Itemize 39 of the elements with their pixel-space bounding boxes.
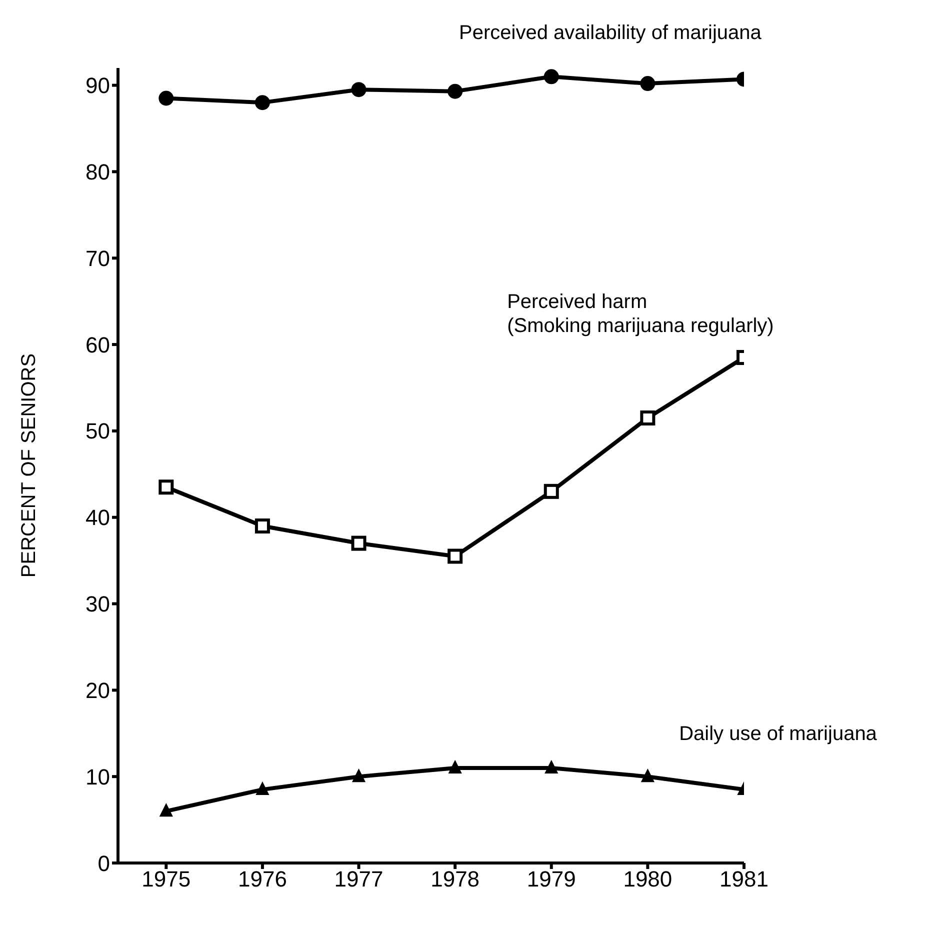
- point: [160, 804, 173, 817]
- point: [448, 548, 463, 564]
- y-tick-label: 70: [86, 246, 110, 271]
- point: [351, 536, 366, 551]
- y-tick-label: 10: [86, 764, 110, 790]
- x-tick-label: 1978: [430, 866, 480, 892]
- point: [254, 95, 270, 110]
- point: [254, 518, 270, 534]
- y-tick-label: 50: [86, 418, 110, 444]
- y-axis-title: PERCENT OF SENIORS: [18, 353, 40, 578]
- point: [544, 69, 559, 84]
- y-tick-label: 20: [86, 678, 110, 703]
- x-tick-label: 1979: [526, 866, 576, 892]
- point: [448, 760, 462, 774]
- y-tick-label: 0: [98, 850, 110, 876]
- point: [544, 760, 558, 774]
- point: [448, 84, 463, 99]
- point: [352, 769, 366, 782]
- y-tick-label: 60: [86, 332, 110, 358]
- x-tick-label: 1977: [334, 866, 384, 892]
- x-tick-label: 1981: [720, 866, 768, 892]
- point: [640, 76, 656, 92]
- point: [544, 484, 559, 499]
- series-label: Perceived availability of marijuana: [459, 22, 762, 44]
- y-tick-label: 90: [86, 73, 110, 98]
- point: [640, 410, 656, 426]
- series-label: Daily use of marijuana: [679, 722, 878, 745]
- point: [641, 769, 654, 782]
- point: [351, 82, 366, 98]
- y-tick-label: 30: [86, 592, 110, 617]
- y-tick-label: 80: [86, 160, 110, 185]
- x-tick-label: 1980: [623, 866, 672, 892]
- point: [158, 480, 174, 495]
- x-tick-label: 1976: [238, 866, 287, 892]
- series-label: Perceived harm (Smoking marijuana regularly): [507, 291, 774, 338]
- x-tick-label: 1975: [142, 866, 191, 892]
- point: [158, 90, 174, 106]
- point: [256, 782, 269, 796]
- y-tick-label: 40: [86, 505, 110, 530]
